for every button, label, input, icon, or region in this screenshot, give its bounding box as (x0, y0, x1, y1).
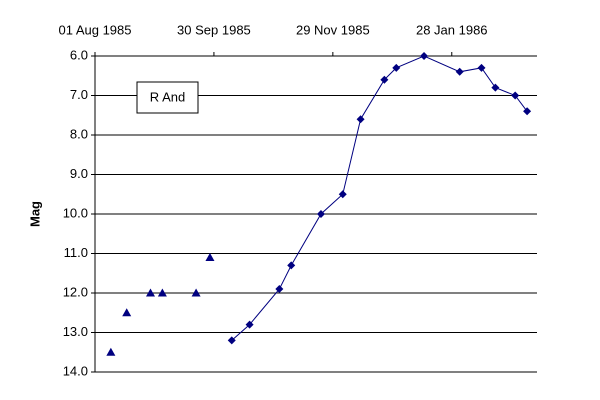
data-point (106, 347, 116, 356)
y-tick-label: 13.0 (63, 324, 88, 339)
data-point (227, 336, 236, 345)
data-point (356, 115, 365, 124)
data-point (205, 252, 215, 261)
x-tick-label: 30 Sep 1985 (177, 22, 251, 37)
data-point (511, 91, 520, 100)
data-point (338, 190, 347, 199)
data-point (380, 75, 389, 84)
data-point (316, 210, 325, 218)
y-tick-label: 11.0 (64, 245, 88, 260)
data-point (145, 288, 155, 297)
y-tick-label: 12.0 (63, 284, 88, 299)
data-point (491, 83, 500, 92)
y-tick-label: 9.0 (70, 166, 88, 181)
y-tick-label: 6.0 (70, 47, 88, 62)
legend-label: R And (150, 89, 185, 104)
y-tick-label: 8.0 (70, 126, 88, 141)
x-tick-label: 29 Nov 1985 (296, 22, 370, 37)
y-tick-label: 14.0 (63, 363, 88, 378)
legend-box (136, 81, 199, 114)
data-point (420, 52, 429, 60)
y-tick-label: 10.0 (63, 205, 88, 220)
series-line (231, 55, 528, 341)
data-point (477, 63, 486, 72)
data-point (245, 320, 254, 329)
x-tick-label: 28 Jan 1986 (416, 22, 488, 37)
data-point (275, 285, 284, 294)
y-tick-label: 7.0 (70, 87, 88, 102)
data-point (287, 261, 296, 270)
data-point (392, 63, 401, 72)
data-point (455, 67, 464, 76)
data-point (523, 107, 532, 116)
data-point (122, 308, 132, 317)
y-axis-label: Mag (27, 201, 42, 227)
data-point (191, 288, 201, 297)
x-tick-label: 01 Aug 1985 (58, 22, 131, 37)
data-point (157, 288, 167, 297)
